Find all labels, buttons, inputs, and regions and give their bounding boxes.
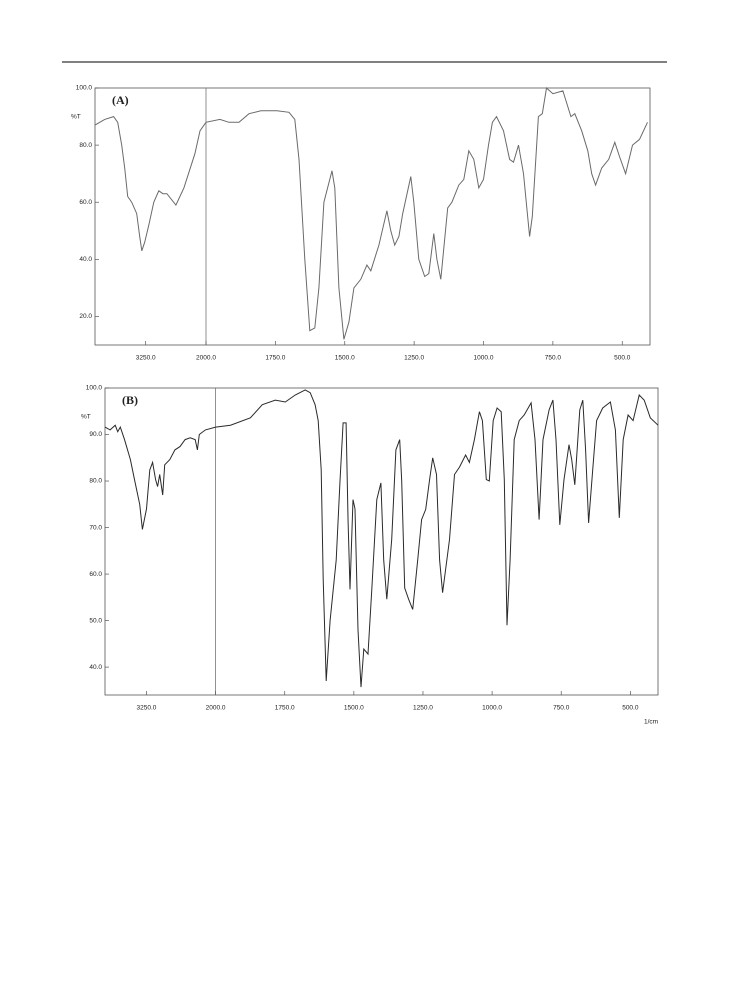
x-tick-label: 3250.0 bbox=[137, 705, 157, 712]
x-tick-label: 500.0 bbox=[622, 705, 639, 712]
x-tick-label: 1250.0 bbox=[413, 705, 433, 712]
panel-label: (A) bbox=[112, 93, 129, 107]
y-tick-label: 60.0 bbox=[89, 571, 102, 578]
x-tick-label: 1500.0 bbox=[335, 355, 355, 362]
x-tick-label: 1000.0 bbox=[482, 705, 502, 712]
y-tick-label: 60.0 bbox=[79, 199, 92, 206]
y-axis-label: %T bbox=[71, 114, 81, 121]
y-tick-label: 40.0 bbox=[89, 664, 102, 671]
y-tick-label: 20.0 bbox=[79, 313, 92, 320]
x-tick-label: 1750.0 bbox=[275, 705, 295, 712]
y-tick-label: 50.0 bbox=[89, 617, 102, 624]
x-tick-label: 1000.0 bbox=[474, 355, 494, 362]
x-tick-label: 2000.0 bbox=[196, 355, 216, 362]
y-axis-label: %T bbox=[81, 414, 91, 421]
y-tick-label: 80.0 bbox=[79, 142, 92, 149]
x-tick-label: 750.0 bbox=[553, 705, 570, 712]
y-tick-label: 40.0 bbox=[79, 256, 92, 263]
panel-label: (B) bbox=[122, 393, 138, 407]
spectrum-line bbox=[104, 389, 659, 688]
x-axis-label: 1/cm bbox=[644, 719, 658, 726]
y-tick-label: 100.0 bbox=[86, 385, 103, 392]
x-tick-label: 3250.0 bbox=[136, 355, 156, 362]
x-tick-label: 500.0 bbox=[614, 355, 631, 362]
x-tick-label: 2000.0 bbox=[206, 705, 226, 712]
spectrum-line bbox=[94, 87, 648, 340]
x-tick-label: 750.0 bbox=[545, 355, 562, 362]
y-tick-label: 90.0 bbox=[89, 431, 102, 438]
y-tick-label: 100.0 bbox=[76, 85, 93, 92]
plot-frame bbox=[104, 387, 659, 696]
x-tick-label: 1500.0 bbox=[344, 705, 364, 712]
y-tick-label: 80.0 bbox=[89, 478, 102, 485]
x-tick-label: 1750.0 bbox=[265, 355, 285, 362]
plot-frame bbox=[94, 87, 651, 346]
y-tick-label: 70.0 bbox=[89, 524, 102, 531]
x-tick-label: 1250.0 bbox=[404, 355, 424, 362]
